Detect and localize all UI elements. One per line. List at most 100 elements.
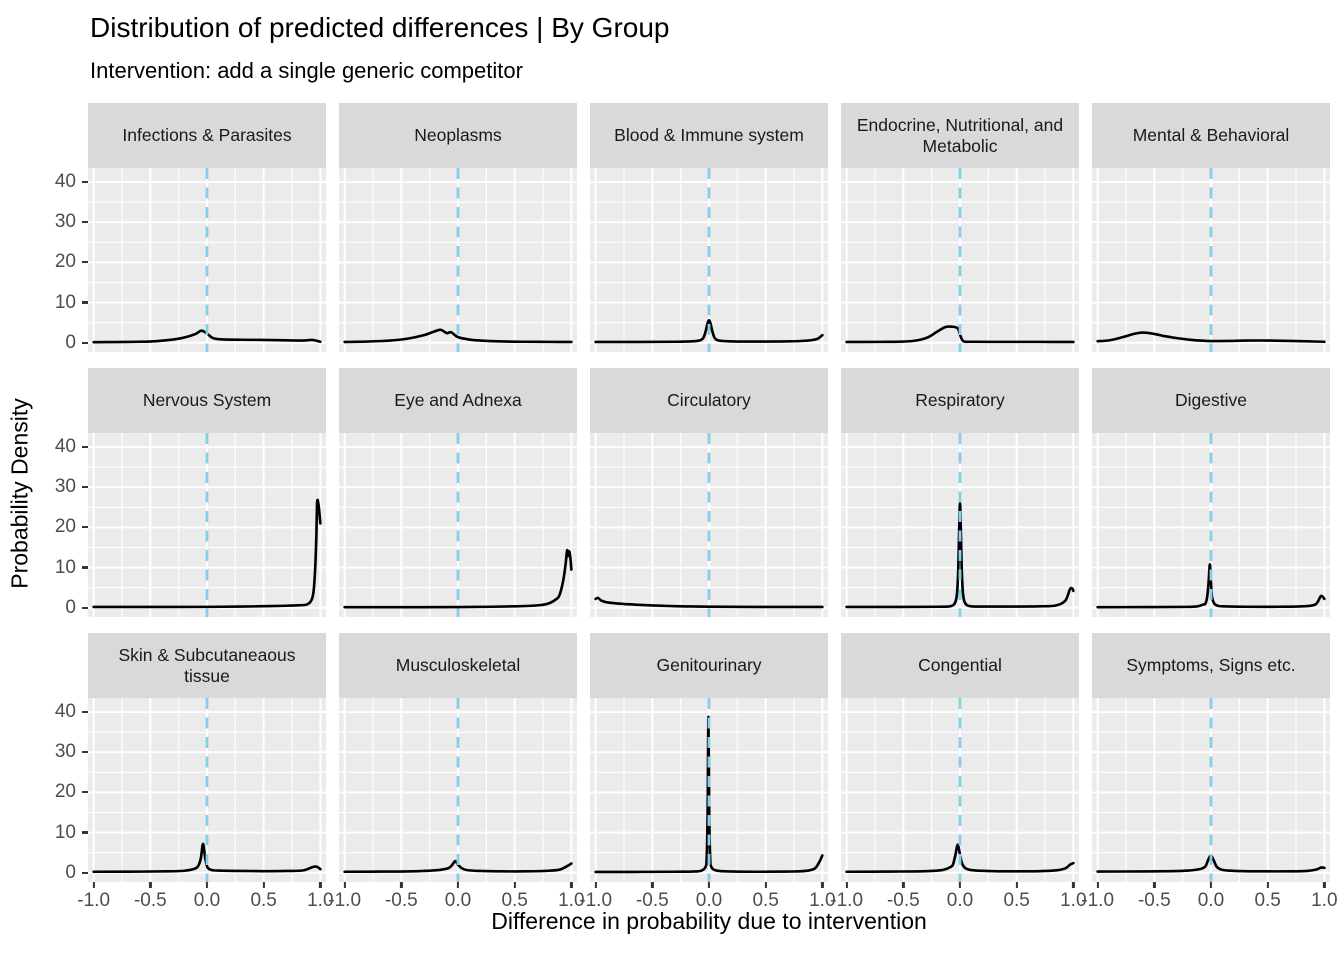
x-tick-mark [1096, 882, 1099, 888]
x-tick-label: 0.5 [1003, 890, 1030, 911]
facet-strip-label: Endocrine, Nutritional, and Metabolic [841, 103, 1079, 168]
facet-plot-panel: -1.0 -0.5 0.0 0.5 1.0 [579, 698, 836, 911]
x-tick-label: -1.0 [77, 890, 111, 911]
y-tick-mark [82, 710, 88, 714]
x-tick-label: 0.0 [695, 890, 723, 911]
facet-strip-label: Infections & Parasites [88, 103, 326, 168]
density-plot-svg [590, 168, 828, 352]
facet-strip-label: Nervous System [88, 368, 326, 433]
x-tick-label: -0.5 [635, 890, 669, 911]
density-plot-svg [1092, 168, 1330, 352]
x-tick-label: 0.0 [1197, 890, 1225, 911]
x-tick-label: -1.0 [579, 890, 613, 911]
x-tick-label: 0.0 [946, 890, 974, 911]
y-tick-label: 20 [54, 516, 76, 538]
facet-strip-label: Symptoms, Signs etc. [1092, 633, 1330, 698]
x-tick-label: -1.0 [328, 890, 362, 911]
y-axis-title: Probability Density [6, 398, 33, 589]
x-tick-label: 0.0 [444, 890, 472, 911]
facet-plot-panel [1092, 168, 1330, 352]
x-tick-mark [205, 882, 209, 888]
facet-strip-label: Mental & Behavioral [1092, 103, 1330, 168]
y-tick-mark [82, 566, 88, 569]
x-tick-label: 1.0 [307, 890, 334, 911]
y-tick-mark [82, 871, 88, 874]
x-tick-label: -0.5 [384, 890, 418, 911]
y-tick-label: 0 [65, 596, 76, 618]
density-curve [594, 596, 824, 609]
density-plot-svg [841, 433, 1079, 617]
density-curve [594, 715, 824, 874]
y-tick-mark [82, 831, 88, 834]
density-plot-svg [88, 433, 326, 617]
density-curve [92, 498, 322, 609]
x-tick-mark [262, 882, 265, 888]
x-tick-mark [400, 882, 403, 888]
y-tick-mark [82, 341, 88, 344]
x-tick-mark [764, 882, 767, 888]
facet-endocrine-nutritional-and-metabolic: Endocrine, Nutritional, and Metabolic [841, 103, 1079, 352]
density-plot-svg [88, 168, 326, 352]
facet-eye-and-adnexa: Eye and Adnexa [339, 368, 577, 617]
facet-mental-behavioral: Mental & Behavioral [1092, 103, 1330, 352]
density-plot-svg [590, 433, 828, 617]
facet-plot-panel [590, 168, 828, 352]
x-tick-label: 0.5 [250, 890, 277, 911]
x-tick-label: 0.5 [501, 890, 528, 911]
x-tick-mark [1209, 882, 1213, 888]
y-tick-mark [82, 301, 88, 304]
x-tick-label: 1.0 [809, 890, 836, 911]
facet-plot-panel: 0 10 20 30 40 -1.0 -0.5 0.0 0.5 1.0 [55, 698, 334, 911]
density-curve [845, 502, 1075, 609]
x-tick-mark [1153, 882, 1156, 888]
density-plot-svg [841, 168, 1079, 352]
y-tick-label: 40 [54, 436, 76, 458]
y-tick-label: 10 [54, 821, 76, 843]
x-tick-mark [1072, 882, 1075, 888]
facet-plot-panel: 0 10 20 30 40 [55, 168, 326, 352]
x-tick-mark [1015, 882, 1018, 888]
density-plot-svg [841, 698, 1079, 882]
facet-blood-immune-system: Blood & Immune system [590, 103, 828, 352]
facet-genitourinary: Genitourinary -1.0 -0.5 0.0 0.5 1.0 [579, 633, 836, 911]
x-tick-mark [902, 882, 905, 888]
y-tick-label: 20 [54, 781, 76, 803]
y-tick-label: 20 [54, 251, 76, 273]
facet-strip-label: Neoplasms [339, 103, 577, 168]
density-plot-svg [1092, 698, 1330, 882]
density-plot-svg [590, 698, 828, 882]
x-tick-mark [1266, 882, 1269, 888]
facet-strip-label: Respiratory [841, 368, 1079, 433]
density-plot-svg [339, 698, 577, 882]
x-tick-label: 0.0 [193, 890, 221, 911]
x-tick-label: 1.0 [558, 890, 585, 911]
facet-strip-label: Digestive [1092, 368, 1330, 433]
density-curve [1096, 331, 1326, 344]
x-tick-label: 0.5 [1254, 890, 1281, 911]
x-tick-label: 0.5 [752, 890, 779, 911]
density-plot-svg [1092, 433, 1330, 617]
x-tick-mark [92, 882, 95, 888]
facet-plot-panel: -1.0 -0.5 0.0 0.5 1.0 [1081, 698, 1338, 911]
facet-circulatory: Circulatory [590, 368, 828, 617]
page-title: Distribution of predicted differences | … [90, 12, 670, 43]
y-tick-label: 30 [54, 476, 76, 498]
facet-plot-panel: 0 10 20 30 40 [55, 433, 326, 617]
y-tick-label: 30 [54, 211, 76, 233]
x-tick-mark [845, 882, 848, 888]
facet-grid: Infections & Parasites 0 10 20 30 40 Neoplasms… [55, 103, 1338, 911]
facet-skin-subcutaneaous-tissue: Skin & Subcutaneaous tissue 0 10 20 30 40 -1.0… [55, 633, 334, 911]
x-axis-title: Difference in probability due to interve… [491, 908, 927, 934]
density-plot-svg [339, 168, 577, 352]
facet-musculoskeletal: Musculoskeletal -1.0 -0.5 0.0 0.5 1.0 [328, 633, 585, 911]
x-tick-label: 1.0 [1060, 890, 1087, 911]
y-tick-mark [82, 751, 88, 754]
facet-plot-panel: -1.0 -0.5 0.0 0.5 1.0 [830, 698, 1087, 911]
facet-strip-label: Blood & Immune system [590, 103, 828, 168]
x-tick-label: -0.5 [886, 890, 920, 911]
density-curve [343, 548, 573, 609]
y-tick-mark [82, 445, 88, 449]
facet-plot-panel [841, 168, 1079, 352]
y-tick-mark [82, 180, 88, 184]
